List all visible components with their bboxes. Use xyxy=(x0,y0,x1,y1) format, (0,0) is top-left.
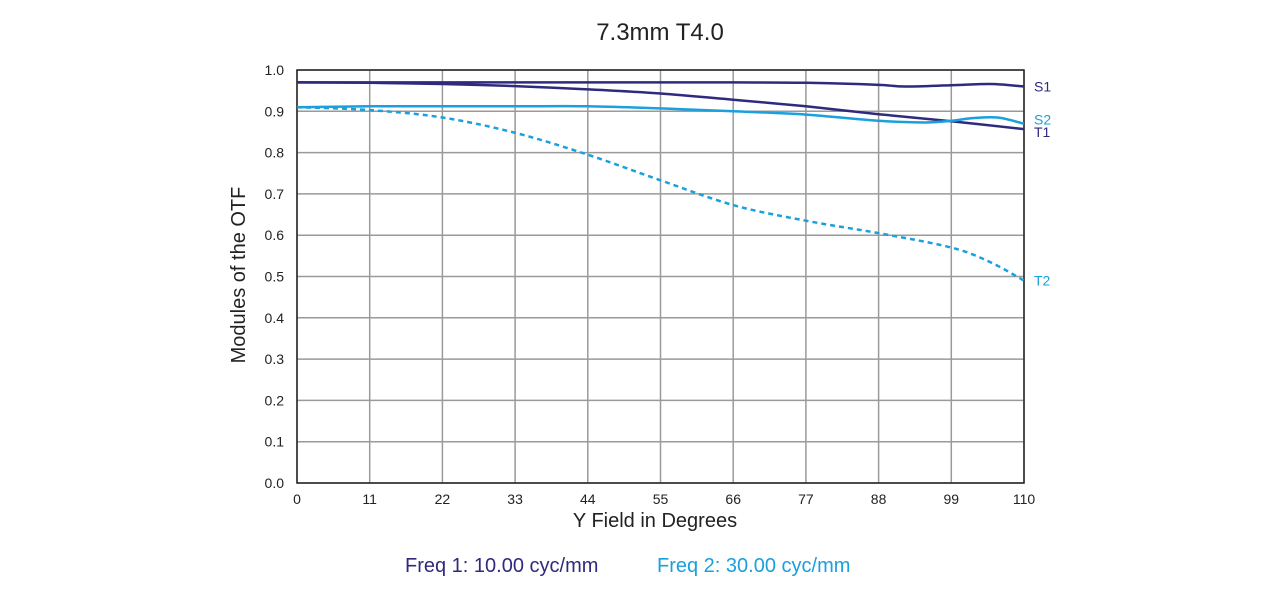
y-tick-label: 1.0 xyxy=(265,62,285,78)
chart-title: 7.3mm T4.0 xyxy=(596,19,724,46)
grid xyxy=(296,69,1025,484)
x-axis-label: Y Field in Degrees xyxy=(573,510,737,532)
y-tick-label: 0.2 xyxy=(265,392,285,408)
y-axis-label: Modules of the OTF xyxy=(228,187,250,364)
x-tick-label: 11 xyxy=(362,491,377,507)
series-lines xyxy=(296,81,1025,282)
x-tick-label: 33 xyxy=(507,491,523,507)
y-tick-labels: 0.0 0.1 0.2 0.3 0.4 0.5 0.6 0.7 0.8 0.9 1.0 xyxy=(265,62,285,491)
y-tick-label: 0.8 xyxy=(265,145,285,161)
x-tick-labels: 0 11 22 33 44 55 66 77 88 99 110 xyxy=(293,491,1035,507)
y-tick-label: 0.9 xyxy=(265,103,285,119)
x-tick-label: 77 xyxy=(798,491,814,507)
y-tick-label: 0.0 xyxy=(265,475,285,491)
y-tick-label: 0.4 xyxy=(265,310,285,326)
series-label-t2: T2 xyxy=(1034,273,1051,289)
series-label-s2: S2 xyxy=(1034,112,1051,128)
plot-frame xyxy=(296,69,1025,484)
series-line-s2 xyxy=(296,104,1025,125)
y-tick-label: 0.6 xyxy=(265,227,285,243)
y-tick-label: 0.3 xyxy=(265,351,285,367)
x-tick-label: 44 xyxy=(580,491,596,507)
x-tick-label: 55 xyxy=(653,491,669,507)
series-line-t1 xyxy=(296,81,1025,131)
y-tick-label: 0.5 xyxy=(265,269,285,285)
x-tick-label: 22 xyxy=(435,491,451,507)
x-tick-label: 0 xyxy=(293,491,301,507)
series-line-t2 xyxy=(296,105,1025,282)
y-tick-label: 0.7 xyxy=(265,186,285,202)
x-tick-label: 99 xyxy=(944,491,960,507)
series-label-s1: S1 xyxy=(1034,79,1051,95)
legend-freq2: Freq 2: 30.00 cyc/mm xyxy=(657,555,850,577)
x-tick-label: 88 xyxy=(871,491,887,507)
y-tick-label: 0.1 xyxy=(265,434,285,450)
series-label-t1: T1 xyxy=(1034,124,1051,140)
x-tick-label: 66 xyxy=(725,491,741,507)
series-line-s1 xyxy=(296,81,1025,88)
x-tick-label: 110 xyxy=(1013,491,1036,507)
legend-freq1: Freq 1: 10.00 cyc/mm xyxy=(405,555,598,577)
